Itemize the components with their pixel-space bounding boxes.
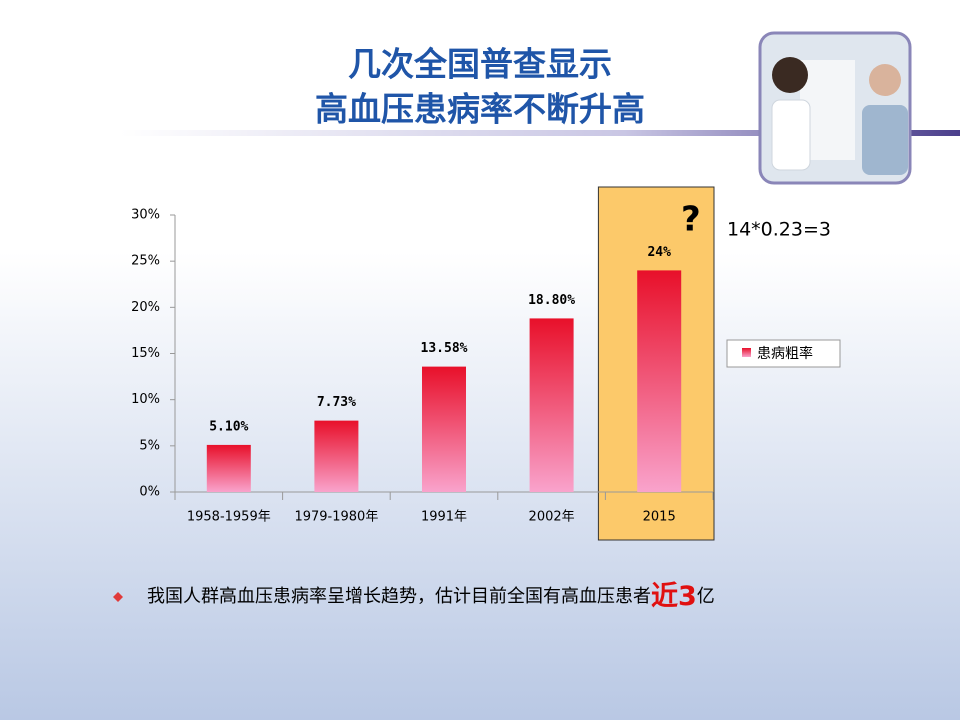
y-tick-label: 30% <box>131 208 160 223</box>
y-tick-label: 15% <box>131 346 160 361</box>
footnote-text: 我国人群高血压患病率呈增长趋势，估计目前全国有高血压患者 <box>147 586 651 607</box>
value-label: 5.10% <box>209 419 248 434</box>
value-label: 18.80% <box>528 293 575 308</box>
footnote-emphasis: 近3 <box>651 581 697 612</box>
bar <box>422 366 466 492</box>
bar <box>637 270 682 492</box>
x-tick-label: 2015 <box>643 510 676 525</box>
x-tick-label: 1991年 <box>421 510 467 525</box>
x-tick-label: 1958-1959年 <box>187 510 271 525</box>
bar <box>206 444 251 492</box>
value-label: 13.58% <box>421 341 468 356</box>
footnote-suffix: 亿 <box>697 586 715 607</box>
legend-label: 患病粗率 <box>757 345 813 362</box>
annotation-question: ? <box>681 200 701 240</box>
x-tick-label: 2002年 <box>529 510 575 525</box>
y-tick-label: 20% <box>131 300 160 315</box>
chart: 0% 5% 10% 15% 20% 25% 30% 5.10% 7.73% 13.58% 18.80… <box>131 186 841 541</box>
bar <box>314 420 359 492</box>
footnote: 我国人群高血压患病率呈增长趋势，估计目前全国有高血压患者近3亿 <box>147 581 715 612</box>
y-tick-label: 5% <box>139 438 160 453</box>
bullet <box>113 592 123 602</box>
legend-swatch <box>742 348 751 357</box>
value-label: 24% <box>647 245 671 260</box>
annotation-formula: 14*0.23=3 <box>727 219 831 241</box>
value-label: 7.73% <box>317 395 356 410</box>
photo <box>758 31 912 185</box>
y-tick-label: 25% <box>131 254 160 269</box>
title-line: 高血压患病率不断升高 <box>315 90 645 129</box>
title-rule <box>120 130 960 136</box>
x-tick-label: 1979-1980年 <box>294 510 378 525</box>
title-line: 几次全国普查显示 <box>348 45 612 84</box>
y-tick-label: 0% <box>139 485 160 500</box>
y-tick-label: 10% <box>131 392 160 407</box>
bar <box>529 318 574 492</box>
